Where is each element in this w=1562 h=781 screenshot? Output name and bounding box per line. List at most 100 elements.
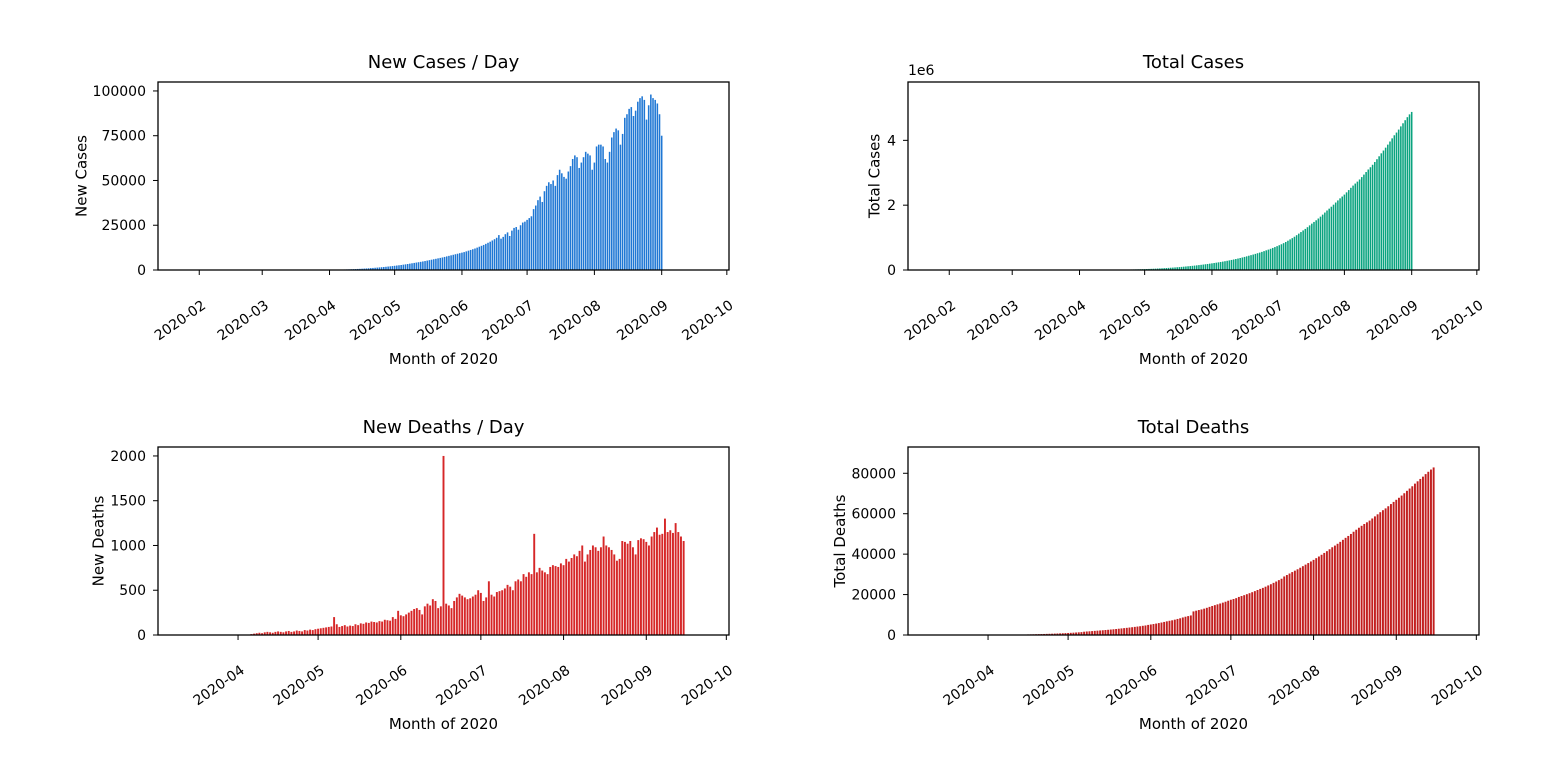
bar-series [1000,467,1435,635]
bar [545,185,548,270]
bar [500,238,502,270]
bar [570,558,573,635]
bar [1363,524,1366,635]
bar [1056,633,1059,635]
y-tick-label: 80000 [851,466,896,482]
y-axis-label: Total Deaths [831,494,849,588]
bar [498,591,501,635]
bar [287,630,290,635]
bar [1402,123,1404,270]
bar [621,541,624,635]
bar [1258,252,1261,270]
bar [415,608,418,635]
bar [474,594,477,635]
y-tick-label: 50000 [101,173,146,189]
bar [1357,527,1360,635]
x-tick-label: 2020-07 [433,663,490,710]
bar [1172,267,1174,270]
bar [1331,547,1334,635]
bar [1211,605,1214,635]
bar [1406,490,1408,635]
bar [521,222,524,270]
bar [474,248,476,270]
bar [455,597,458,635]
bar [599,547,602,635]
x-tick-label: 2020-08 [1266,663,1323,710]
bar [1202,264,1205,270]
bar [1379,512,1382,635]
bar [422,261,424,270]
bar [1269,248,1272,270]
bar [593,162,596,270]
plot-frame [907,446,1480,636]
bar [580,162,583,270]
bar [1215,262,1218,270]
bar [1278,245,1281,270]
bar [450,255,452,270]
bar [1154,268,1157,270]
bar [1352,531,1355,635]
bar [591,169,593,270]
bar [1120,628,1123,635]
bar [293,631,296,635]
bar [407,612,410,635]
bar [1384,147,1387,270]
bar [604,158,607,270]
bar [495,237,498,270]
bar [504,234,507,270]
y-offset-label: 1e6 [908,63,935,79]
x-tick-label: 2020-08 [1297,298,1354,345]
bar [1189,615,1192,635]
bar [1256,253,1259,270]
bar [1123,628,1126,635]
bar [517,579,520,635]
bar [1308,225,1311,270]
x-tick-label: 2020-10 [1429,297,1486,344]
bar [435,258,437,270]
bar [1326,210,1328,270]
bar [1222,261,1224,270]
bar [578,550,581,635]
bar [1091,631,1094,635]
bar [325,627,328,635]
chart-panel-3: 0 500 1000 1500 2000 2020-04 2020-05 2020-06 202… [90,417,736,733]
bar [410,610,413,635]
bar [1416,481,1419,635]
x-tick-label: 2020-06 [1103,662,1160,709]
bar [1344,537,1347,635]
bar [404,264,407,270]
bar [537,200,539,270]
bar [565,558,568,635]
bar [1168,620,1171,635]
bar [1403,493,1406,635]
bar [1288,573,1291,635]
bar [389,266,392,270]
bar [528,218,531,270]
bar [495,592,498,635]
bar [1306,227,1309,270]
bar [1337,200,1339,270]
bar [1169,267,1172,270]
bar [362,623,365,635]
bar [263,632,266,635]
bar [571,158,574,270]
bar [550,184,552,270]
x-tick-label: 2020-09 [614,298,671,345]
x-tick-label: 2020-06 [353,662,410,709]
bar [426,603,429,635]
bar [493,596,496,635]
bar [1133,626,1136,635]
bar [1173,619,1176,635]
bar [1252,254,1254,270]
bar [322,627,325,635]
bar [398,265,400,270]
x-tick-label: 2020-06 [1165,297,1222,344]
bar [1181,617,1184,635]
bar [1085,631,1088,635]
bar [442,455,445,635]
bar [1248,593,1251,635]
bar [508,235,511,270]
bar [476,247,478,270]
bar [647,545,650,635]
bar [1368,520,1371,635]
